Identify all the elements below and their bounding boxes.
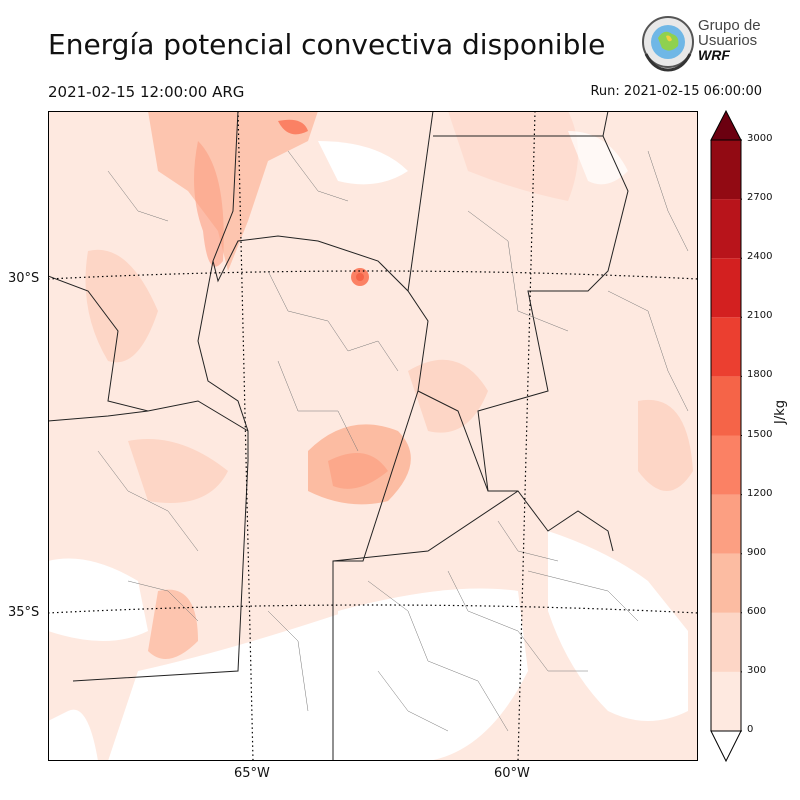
cape-contours <box>85 111 693 659</box>
colorbar-band <box>711 140 741 200</box>
colorbar-band <box>711 258 741 318</box>
run-time: Run: 2021-02-15 06:00:00 <box>590 84 762 99</box>
map-title: Energía potencial convectiva disponible <box>48 28 606 61</box>
valid-time: 2021-02-15 12:00:00 ARG <box>48 83 245 101</box>
colorbar-tick-label: 600 <box>747 605 767 617</box>
colorbar-tick-label: 1800 <box>747 369 773 381</box>
graticule <box>48 111 698 761</box>
logo-line-2: Usuarios <box>698 32 758 49</box>
zero-cape-areas <box>48 131 688 761</box>
province-borders <box>48 111 629 761</box>
colorbar-unit: J/kg <box>773 400 788 424</box>
colorbar-band <box>711 671 741 731</box>
colorbar-tick-label: 1500 <box>747 428 773 440</box>
colorbar-band <box>711 494 741 554</box>
colorbar-tick-label: 2400 <box>747 251 773 263</box>
colorbar-tick-label: 2100 <box>747 310 773 322</box>
colorbar-tick-label: 2700 <box>747 192 773 204</box>
colorbar-tick-label: 900 <box>747 546 767 558</box>
colorbar-band <box>711 612 741 672</box>
department-borders <box>97 150 689 732</box>
colorbar-band <box>711 553 741 613</box>
wrf-logo: Grupo de Usuarios WRF <box>640 14 770 76</box>
logo-text: Grupo de Usuarios WRF <box>698 18 761 63</box>
colorbar-band <box>711 376 741 436</box>
colorbar-band <box>711 199 741 259</box>
globe-icon <box>642 16 694 72</box>
colorbar-extend-min <box>710 730 742 762</box>
logo-line-1: Grupo de <box>698 17 761 34</box>
colorbar-tick-label: 1200 <box>747 487 773 499</box>
lat-label-35s: 35°S <box>8 605 40 620</box>
lon-label-65w: 65°W <box>234 766 270 781</box>
colorbar <box>710 110 742 762</box>
colorbar-tick-label: 300 <box>747 664 767 676</box>
colorbar-extend-max <box>710 110 742 141</box>
lat-label-30s: 30°S <box>8 271 40 286</box>
lon-label-60w: 60°W <box>494 766 530 781</box>
cape-map <box>48 111 698 761</box>
colorbar-tick-label: 3000 <box>747 133 773 144</box>
logo-line-3: WRF <box>698 47 730 63</box>
colorbar-band <box>711 317 741 377</box>
colorbar-tick-label: 0 <box>747 724 754 735</box>
colorbar-band <box>711 435 741 495</box>
